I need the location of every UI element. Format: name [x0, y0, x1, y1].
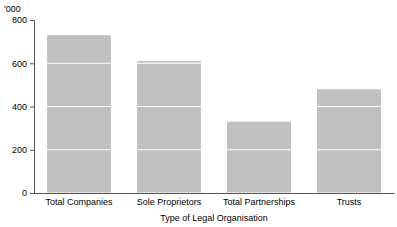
y-tick-label: 800 [12, 15, 27, 25]
x-tick: Total Companies [45, 193, 113, 207]
y-tick: 800 [12, 15, 34, 25]
x-axis: Total Companies Sole Proprietors Total Par… [35, 193, 395, 207]
y-axis: 0 200 400 600 800 [12, 15, 35, 198]
grid-line [34, 106, 394, 107]
x-tick: Trusts [337, 193, 362, 207]
y-tick: 400 [12, 102, 34, 112]
x-tick: Total Partnerships [223, 193, 296, 207]
y-tick: 0 [22, 188, 34, 198]
grid-line [34, 192, 394, 193]
y-tick-mark [30, 150, 34, 151]
grid-line [34, 63, 394, 64]
bar [137, 61, 201, 193]
grid-line [34, 149, 394, 150]
bar [227, 122, 291, 193]
y-tick-label: 200 [12, 145, 27, 155]
bars [47, 35, 381, 193]
x-tick: Sole Proprietors [137, 193, 202, 207]
y-axis-line [30, 21, 35, 194]
y-tick-label: 400 [12, 102, 27, 112]
x-tick-label: Sole Proprietors [137, 197, 202, 207]
y-tick: 200 [12, 145, 34, 155]
y-tick: 600 [12, 59, 34, 69]
grid-line [34, 19, 394, 20]
y-tick-label: 0 [22, 188, 27, 198]
y-tick-mark [30, 20, 34, 21]
bar [47, 35, 111, 193]
grid [34, 20, 394, 193]
x-axis-line [35, 193, 395, 194]
chart: 0 200 400 600 800 Total Companies Sole Proprie… [0, 0, 397, 227]
x-tick-label: Total Companies [45, 197, 113, 207]
bar [317, 89, 381, 193]
y-tick-mark [30, 193, 34, 194]
y-tick-mark [30, 63, 34, 64]
y-axis-title: '000 [4, 4, 21, 14]
y-tick-mark [30, 107, 34, 108]
x-axis-title: Type of Legal Organisation [160, 213, 268, 223]
x-tick-label: Total Partnerships [223, 197, 296, 207]
y-tick-label: 600 [12, 59, 27, 69]
x-tick-label: Trusts [337, 197, 362, 207]
